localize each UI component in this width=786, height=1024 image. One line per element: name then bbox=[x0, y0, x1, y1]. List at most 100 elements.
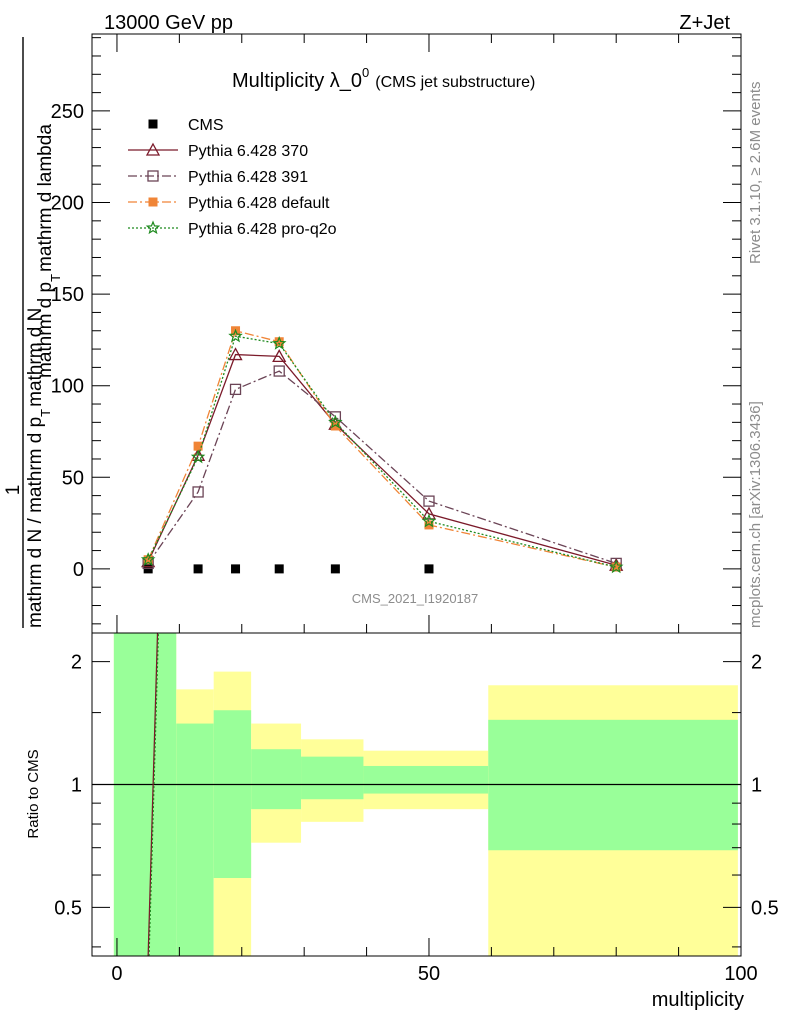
data-point-0-1 bbox=[193, 564, 203, 574]
mcplots-info: mcplots.cern.ch [arXiv:1306.3436] bbox=[747, 401, 764, 628]
data-point-1-5 bbox=[421, 506, 437, 520]
data-point-0-4 bbox=[330, 564, 340, 574]
legend-marker-1 bbox=[145, 142, 161, 156]
legend-label-2: Pythia 6.428 391 bbox=[188, 169, 308, 186]
legend-entry-0: CMS bbox=[148, 117, 224, 134]
ratio-y-tick-label-right-2: 2 bbox=[751, 652, 762, 674]
y-label-line-2-b: mathrm d N bbox=[25, 308, 46, 407]
uncertainty-band-inner-5 bbox=[363, 765, 489, 794]
uncertainty-band-inner-2 bbox=[213, 710, 252, 879]
chart-title: Multiplicity λ_00 (CMS jet substructure) bbox=[232, 65, 535, 92]
main-x-ticks bbox=[116, 34, 742, 633]
series-3 bbox=[143, 326, 621, 572]
ratio-y-label: Ratio to CMS bbox=[25, 749, 42, 838]
ratio-x-axis: 0 50 100 bbox=[111, 938, 758, 985]
data-point-2-1 bbox=[192, 486, 204, 498]
ratio-series-line bbox=[147, 632, 159, 957]
legend-label-1: Pythia 6.428 370 bbox=[188, 143, 308, 160]
legend-label-3: Pythia 6.428 default bbox=[188, 195, 330, 212]
uncertainty-band-inner-0 bbox=[113, 633, 177, 956]
main-y-axis: 0 50 100 150 200 250 bbox=[51, 37, 741, 625]
ratio-y-tick-label-2: 2 bbox=[71, 652, 82, 674]
y-label-line-2-a: mathrm d N / mathrm d p bbox=[25, 417, 46, 628]
y-label-line-3-sub: T bbox=[48, 274, 63, 282]
data-point-3-0 bbox=[143, 555, 153, 565]
uncertainty-band-inner-1 bbox=[176, 723, 214, 956]
rivet-info: Rivet 3.1.10, ≥ 2.6M events bbox=[747, 82, 764, 265]
data-point-4-0 bbox=[140, 552, 156, 566]
y-label-line-3-a: mathrm d p bbox=[35, 282, 56, 378]
ratio-y-tick-label-0: 0.5 bbox=[54, 897, 82, 919]
legend-label-0: CMS bbox=[188, 117, 224, 134]
y-tick-label-2: 100 bbox=[51, 376, 84, 398]
header-process: Z+Jet bbox=[679, 12, 730, 34]
header-energy: 13000 GeV pp bbox=[104, 12, 233, 34]
series-line-3 bbox=[147, 330, 617, 568]
data-point-0-5 bbox=[424, 564, 434, 574]
ratio-y-tick-label-right-0: 0.5 bbox=[751, 897, 779, 919]
uncertainty-band-inner-4 bbox=[301, 756, 364, 800]
data-point-3-4 bbox=[330, 421, 340, 431]
data-point-4-3 bbox=[271, 335, 287, 350]
data-point-2-5 bbox=[423, 495, 435, 507]
series-4 bbox=[140, 328, 624, 574]
x-axis-label: multiplicity bbox=[652, 989, 744, 1011]
ratio-y-tick-label-1: 1 bbox=[71, 774, 82, 796]
data-point-4-5 bbox=[421, 513, 437, 528]
data-point-4-2 bbox=[228, 328, 243, 343]
legend: CMS Pythia 6.428 370 Pythia 6.428 391 Pythi… bbox=[128, 117, 337, 238]
legend-marker-4 bbox=[145, 220, 161, 235]
data-point-2-3 bbox=[273, 365, 285, 377]
ratio-plot-marks bbox=[92, 632, 741, 957]
ratio-y-axis: 0.5 0.5 1 1 2 2 bbox=[54, 652, 779, 948]
y-label-line-3b: mathrm d pTmathrm d lambda bbox=[35, 124, 63, 378]
legend-entry-2: Pythia 6.428 391 bbox=[128, 169, 308, 186]
y-label-line-2: mathrm d N / mathrm d pTmathrm d N bbox=[25, 308, 53, 628]
y-label-line-3-b: mathrm d lambda bbox=[35, 124, 56, 272]
data-point-3-6 bbox=[611, 562, 621, 572]
ratio-series-line-2 bbox=[148, 632, 160, 957]
series-line-2 bbox=[147, 370, 617, 565]
y-tick-label-0: 0 bbox=[73, 559, 84, 581]
data-point-0-3 bbox=[274, 564, 284, 574]
ratio-frame bbox=[91, 632, 742, 957]
data-point-3-5 bbox=[424, 520, 434, 530]
data-point-3-1 bbox=[193, 441, 203, 451]
data-point-4-4 bbox=[328, 414, 343, 429]
x-tick-label-0: 0 bbox=[111, 963, 122, 985]
uncertainty-band-inner-3 bbox=[251, 749, 302, 810]
x-tick-label-1: 50 bbox=[418, 963, 440, 985]
legend-entry-3: Pythia 6.428 default bbox=[128, 195, 330, 212]
y-tick-label-1: 50 bbox=[62, 467, 84, 489]
analysis-watermark: CMS_2021_I1920187 bbox=[352, 591, 479, 606]
data-point-2-2 bbox=[229, 383, 242, 396]
legend-marker-2 bbox=[147, 170, 159, 182]
ratio-y-tick-label-right-1: 1 bbox=[751, 774, 762, 796]
ratio-panel: 0.5 0.5 1 1 2 2 0 50 100 Ratio to CMS multiplic… bbox=[25, 632, 779, 1011]
main-plot-marks bbox=[140, 326, 624, 574]
series-line-4 bbox=[147, 335, 617, 568]
legend-entry-1: Pythia 6.428 370 bbox=[128, 142, 308, 160]
data-point-4-1 bbox=[190, 449, 206, 464]
data-point-1-2 bbox=[228, 347, 243, 361]
x-tick-label-2: 100 bbox=[724, 963, 757, 985]
legend-marker-3 bbox=[148, 197, 158, 207]
y-tick-label-4: 200 bbox=[51, 193, 84, 215]
data-point-1-3 bbox=[272, 349, 287, 363]
data-point-3-3 bbox=[274, 337, 284, 347]
y-label-line-1: 1 bbox=[3, 485, 24, 496]
legend-marker-0 bbox=[148, 119, 158, 129]
legend-entry-4: Pythia 6.428 pro-q2o bbox=[128, 220, 337, 238]
legend-label-4: Pythia 6.428 pro-q2o bbox=[188, 221, 337, 238]
data-point-0-2 bbox=[231, 564, 241, 574]
series-line-1 bbox=[147, 353, 617, 566]
series-0 bbox=[143, 564, 434, 574]
chart-title-sup: 0 bbox=[362, 65, 369, 80]
chart-title-sub: (CMS jet substructure) bbox=[375, 74, 535, 91]
y-tick-label-3: 150 bbox=[51, 284, 84, 306]
y-tick-label-5: 250 bbox=[51, 101, 84, 123]
chart-title-main: Multiplicity λ_0 bbox=[232, 70, 362, 92]
data-point-4-6 bbox=[608, 559, 624, 574]
